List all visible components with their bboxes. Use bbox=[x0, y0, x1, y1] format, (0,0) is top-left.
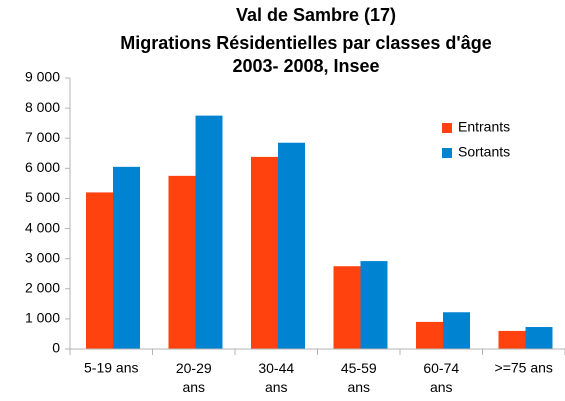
bar bbox=[333, 266, 361, 349]
bar bbox=[525, 327, 553, 349]
legend-label: Entrants bbox=[458, 119, 510, 135]
y-tick-label: 9 000 bbox=[25, 69, 60, 85]
bar bbox=[278, 142, 305, 349]
bar bbox=[416, 321, 443, 349]
y-tick-label: 8 000 bbox=[25, 99, 60, 115]
bar bbox=[498, 330, 526, 349]
x-tick-label: 60-74 ans bbox=[423, 360, 459, 395]
y-tick-label: 0 bbox=[52, 340, 60, 356]
chart-title: 2003- 2008, Insee bbox=[232, 56, 379, 76]
x-tick-label: 45-59 ans bbox=[341, 360, 377, 395]
bar bbox=[360, 261, 388, 349]
y-tick-label: 2 000 bbox=[25, 279, 60, 295]
x-tick-label: 30-44 ans bbox=[258, 360, 294, 395]
bar bbox=[251, 156, 278, 349]
bar bbox=[195, 115, 223, 349]
bar bbox=[168, 175, 196, 349]
bar bbox=[113, 166, 140, 349]
bar bbox=[443, 312, 470, 349]
x-tick-label: 20-29 ans bbox=[176, 360, 212, 395]
y-tick-label: 7 000 bbox=[25, 129, 60, 145]
y-tick-label: 6 000 bbox=[25, 159, 60, 175]
legend-swatch bbox=[442, 148, 452, 158]
legend-label: Sortants bbox=[458, 144, 510, 160]
legend-swatch bbox=[442, 123, 452, 133]
x-tick-label: 5-19 ans bbox=[84, 360, 138, 376]
x-tick-label: >=75 ans bbox=[495, 360, 553, 376]
y-tick-label: 3 000 bbox=[25, 249, 60, 265]
bar bbox=[86, 192, 113, 349]
chart-title: Val de Sambre (17) bbox=[236, 5, 396, 25]
y-tick-label: 5 000 bbox=[25, 189, 60, 205]
y-tick-label: 1 000 bbox=[25, 310, 60, 326]
y-tick-label: 4 000 bbox=[25, 219, 60, 235]
chart-title: Migrations Résidentielles par classes d'… bbox=[120, 33, 491, 53]
